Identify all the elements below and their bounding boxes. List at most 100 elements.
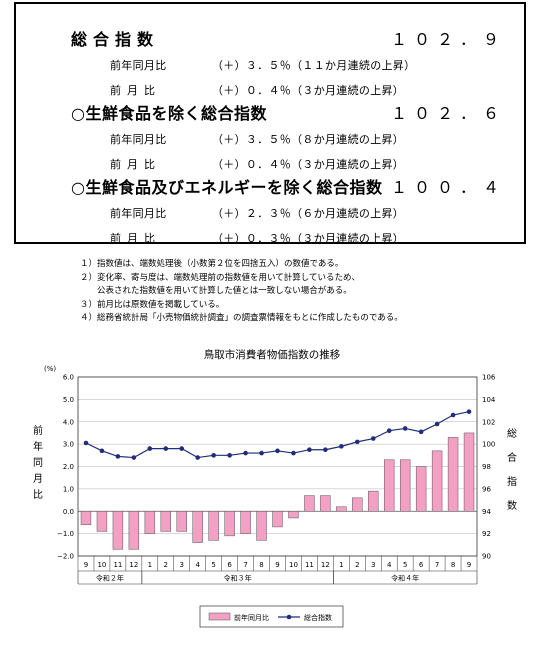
x-tick-label: 10 xyxy=(97,561,106,569)
index-row: ○生鮮食品を除く総合指数 １０２．６ xyxy=(16,100,524,128)
change-label: 前年同月比 xyxy=(110,207,167,220)
x-tick-label: 9 xyxy=(275,561,279,569)
bar-yoy xyxy=(463,432,475,512)
bar-yoy xyxy=(288,511,299,519)
change-row: 前月比 （＋）０．３％（３か月連続の上昇） xyxy=(110,230,404,246)
y-right-tick: 106 xyxy=(482,374,496,382)
change-text: （＋）０．４％（３か月連続の上昇） xyxy=(212,84,405,97)
y-right-label-char: 数 xyxy=(507,499,517,512)
change-row: 前年同月比 （＋）２．３％（６か月連続の上昇） xyxy=(110,205,404,221)
y-right-tick: 90 xyxy=(482,553,491,561)
x-tick-label: 12 xyxy=(321,561,330,569)
index-value: １０２．６ xyxy=(391,104,507,123)
x-tick-label: 11 xyxy=(305,561,314,569)
x-tick-label: 12 xyxy=(129,561,138,569)
point-index xyxy=(243,450,248,456)
legend-bar-swatch xyxy=(208,612,231,621)
y-left-label-char: 比 xyxy=(33,489,43,501)
point-index xyxy=(131,455,137,460)
y-right-tick: 102 xyxy=(482,418,495,426)
point-index xyxy=(323,447,328,453)
bar-yoy xyxy=(128,511,140,550)
year-label: 令和４年 xyxy=(391,574,419,583)
change-label: 前月比 xyxy=(110,158,161,171)
y-right-tick: 96 xyxy=(482,485,491,493)
bar-yoy xyxy=(352,497,363,512)
x-tick-label: 6 xyxy=(227,561,232,569)
x-tick-label: 7 xyxy=(243,561,247,569)
x-tick-label: 3 xyxy=(371,561,375,569)
y-left-tick: 1.0 xyxy=(63,485,74,493)
y-left-tick: 5.0 xyxy=(63,396,74,404)
legend-bar-label: 前年同月比 xyxy=(234,613,269,622)
note-item: ３）前月比は原数値を掲載している。 xyxy=(80,299,225,310)
point-index xyxy=(275,448,280,454)
x-tick-label: 1 xyxy=(339,561,343,569)
bar-yoy xyxy=(224,511,235,537)
index-value: １００．４ xyxy=(391,178,507,197)
point-index xyxy=(163,446,169,451)
x-tick-label: 8 xyxy=(259,561,263,569)
y-right-label-char: 指 xyxy=(507,475,517,488)
x-tick-label: 4 xyxy=(387,561,392,569)
bar-yoy xyxy=(144,511,156,534)
bar-yoy xyxy=(415,466,427,512)
x-tick-label: 3 xyxy=(180,561,184,569)
point-index xyxy=(339,444,344,449)
y-left-unit: (%) xyxy=(44,365,56,373)
x-tick-label: 2 xyxy=(355,561,359,569)
bar-yoy xyxy=(80,511,92,525)
index-row: ○生鮮食品及びエネルギーを除く総合指数 １００．４ xyxy=(16,174,524,202)
plot-frame xyxy=(77,376,478,557)
y-right-label-char: 総 xyxy=(507,427,517,440)
y-left-label-char: 月 xyxy=(33,473,43,485)
bar-yoy xyxy=(336,506,347,512)
bar-yoy xyxy=(176,511,187,532)
y-left-label-char: 年 xyxy=(33,440,43,453)
x-tick-label: 5 xyxy=(211,561,215,569)
point-index xyxy=(291,450,296,456)
x-tick-label: 4 xyxy=(195,561,200,569)
notes-list: １）指数値は、端数処理後（小数第２位を四捨五入）の数値である。 ２）変化率、寄与度… xyxy=(80,258,403,326)
y-right-label-char: 合 xyxy=(507,451,517,464)
change-row: 前月比 （＋）０．４％（３か月連続の上昇） xyxy=(110,82,404,98)
bar-yoy xyxy=(304,495,315,512)
x-tick-label: 11 xyxy=(113,561,122,569)
y-right-tick: 98 xyxy=(482,463,491,471)
bar-yoy xyxy=(320,495,331,512)
y-right-tick: 94 xyxy=(482,508,491,516)
legend-line-label: 総合指数 xyxy=(304,613,332,622)
change-text: （＋）０．３％（３か月連続の上昇） xyxy=(212,232,405,245)
y-left-label-char: 前 xyxy=(33,424,43,437)
bar-yoy xyxy=(208,511,219,541)
change-text: （＋）０．４％（３か月連続の上昇） xyxy=(212,158,405,171)
point-index xyxy=(355,439,360,445)
y-left-tick: 4.0 xyxy=(63,418,74,426)
point-index xyxy=(83,440,89,446)
x-tick-label: 10 xyxy=(289,561,298,569)
bar-yoy xyxy=(240,511,251,534)
summary-box: 総合指数 １０２．９ 前年同月比 （＋）３．５％（１１か月連続の上昇） 前月比 （＋）０．… xyxy=(14,2,526,246)
point-index xyxy=(147,446,153,451)
point-index xyxy=(99,448,105,454)
index-value: １０２．９ xyxy=(391,30,507,49)
x-tick-label: 2 xyxy=(164,561,168,569)
change-row: 前年同月比 （＋）３．５％（１１か月連続の上昇） xyxy=(110,57,415,73)
change-label: 前月比 xyxy=(110,84,161,97)
point-index xyxy=(418,429,424,435)
year-label: 令和２年 xyxy=(96,574,124,583)
y-left-tick: 3.0 xyxy=(63,441,74,449)
y-left-tick: −1.0 xyxy=(57,530,74,538)
point-index xyxy=(211,453,216,458)
point-index xyxy=(179,446,185,451)
chart-title: 鳥取市消費者物価指数の推移 xyxy=(203,349,341,361)
legend-box xyxy=(199,605,344,628)
index-title: 総合指数 xyxy=(71,30,160,49)
bar-yoy xyxy=(96,511,108,532)
x-tick-label: 5 xyxy=(403,561,407,569)
bar-yoy xyxy=(112,511,124,550)
point-index xyxy=(259,450,264,456)
bar-yoy xyxy=(447,437,459,512)
x-tick-label: 9 xyxy=(84,561,88,569)
change-row: 前月比 （＋）０．４％（３か月連続の上昇） xyxy=(110,156,404,172)
